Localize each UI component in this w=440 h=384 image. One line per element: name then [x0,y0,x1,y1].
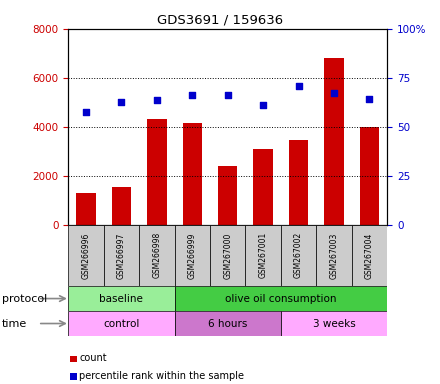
Point [153,97,160,103]
Bar [289,140,308,225]
Bar [76,193,95,225]
Text: GSM266999: GSM266999 [188,232,197,278]
Text: GSM266998: GSM266998 [152,232,161,278]
Text: GSM267003: GSM267003 [330,232,338,278]
Bar [139,225,175,286]
Text: count: count [79,353,107,363]
Text: GSM267000: GSM267000 [223,232,232,278]
Bar [68,311,175,336]
Text: GSM267004: GSM267004 [365,232,374,278]
Text: GDS3691 / 159636: GDS3691 / 159636 [157,13,283,26]
Text: 3 weeks: 3 weeks [313,318,356,329]
Text: GSM267002: GSM267002 [294,232,303,278]
Bar [175,225,210,286]
Bar [68,225,104,286]
Text: baseline: baseline [99,293,143,304]
Bar [210,225,246,286]
Text: protocol: protocol [2,293,48,304]
Text: GSM266996: GSM266996 [81,232,91,278]
Bar [324,58,344,225]
Point [189,92,196,98]
Bar [360,127,379,225]
Point [330,90,337,96]
Bar [218,166,238,225]
Point [260,102,267,108]
Point [82,109,89,115]
Bar [316,225,352,286]
Text: percentile rank within the sample: percentile rank within the sample [79,371,244,381]
Bar [112,187,131,225]
Text: time: time [2,318,27,329]
Point [224,92,231,98]
Text: olive oil consumption: olive oil consumption [225,293,337,304]
Bar [147,119,167,225]
Bar [183,123,202,225]
Bar [175,311,281,336]
Text: control: control [103,318,139,329]
Point [295,83,302,89]
Bar [281,225,316,286]
Text: GSM266997: GSM266997 [117,232,126,278]
Text: 6 hours: 6 hours [208,318,247,329]
Bar [281,311,387,336]
Bar [175,286,387,311]
Text: GSM267001: GSM267001 [259,232,268,278]
Bar [352,225,387,286]
Point [118,99,125,105]
Point [366,96,373,103]
Bar [246,225,281,286]
Bar [104,225,139,286]
Bar [68,286,175,311]
Bar [253,149,273,225]
